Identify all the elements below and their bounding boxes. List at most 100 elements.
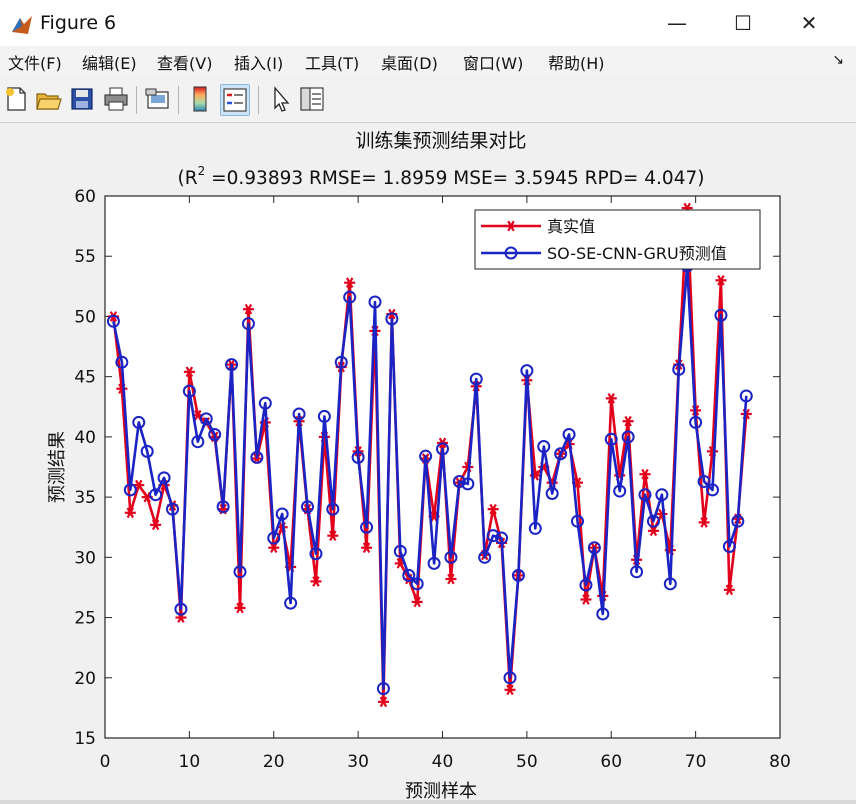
asterisk-marker <box>133 479 145 491</box>
legend[interactable]: 真实值 SO-SE-CNN-GRU预测值 <box>474 209 761 270</box>
asterisk-stroke <box>194 409 202 421</box>
circle-marker <box>604 432 618 446</box>
legend-label: 真实值 <box>547 217 595 236</box>
close-button[interactable]: ✕ <box>800 11 818 35</box>
circle-marker <box>452 474 466 488</box>
x-tick-label: 70 <box>685 752 707 772</box>
asterisk-marker <box>268 542 280 554</box>
circle-marker <box>275 507 289 521</box>
chart-svg: 训练集预测结果对比 (R2 =0.93893 RMSE= 1.8959 MSE=… <box>47 130 791 802</box>
circle-marker <box>419 449 433 463</box>
maximize-button[interactable]: ☐ <box>734 11 752 35</box>
pointer-icon[interactable] <box>266 84 294 114</box>
asterisk-stroke <box>507 220 515 232</box>
asterisk-stroke <box>329 530 337 541</box>
circle-marker <box>385 312 399 326</box>
circle-marker <box>199 412 213 426</box>
circle-marker <box>646 514 660 528</box>
circle-marker <box>520 364 534 378</box>
circle-marker <box>562 427 576 441</box>
circle-marker <box>655 488 669 502</box>
circle-marker <box>689 415 703 429</box>
x-axis-label: 预测样本 <box>405 781 477 800</box>
circle-marker <box>376 682 390 696</box>
asterisk-stroke <box>607 393 615 404</box>
asterisk-marker <box>445 573 457 585</box>
asterisk-stroke <box>143 491 151 503</box>
menu-help[interactable]: 帮助(H) <box>548 54 605 73</box>
circle-marker <box>663 577 677 591</box>
menu-edit[interactable]: 编辑(E) <box>82 54 137 73</box>
figure-toolbar <box>0 78 856 123</box>
figure-canvas: 训练集预测结果对比 (R2 =0.93893 RMSE= 1.8959 MSE=… <box>0 123 856 802</box>
x-tick-label: 60 <box>600 752 622 772</box>
y-tick-label: 30 <box>74 548 96 568</box>
circle-marker <box>208 427 222 441</box>
circle-marker <box>630 565 644 579</box>
y-tick-label: 25 <box>74 609 96 629</box>
print-icon[interactable] <box>102 84 130 114</box>
x-tick-label: 0 <box>100 752 111 772</box>
asterisk-stroke <box>151 519 160 531</box>
toolbar-separator <box>136 86 137 114</box>
asterisk-marker <box>234 602 246 614</box>
circle-marker <box>216 500 230 514</box>
minimize-button[interactable]: — <box>667 11 687 35</box>
asterisk-stroke <box>345 277 354 289</box>
save-icon[interactable] <box>68 84 96 114</box>
new-figure-icon[interactable] <box>2 84 30 114</box>
dock-arrow-icon[interactable]: ↘ <box>832 52 844 68</box>
circle-marker <box>587 541 601 555</box>
asterisk-marker <box>310 576 322 587</box>
menu-file[interactable]: 文件(F) <box>8 54 62 73</box>
circle-marker <box>191 435 205 449</box>
x-tick-label: 10 <box>179 752 201 772</box>
asterisk-stroke <box>582 594 590 605</box>
asterisk-stroke <box>185 366 194 378</box>
circle-marker <box>267 531 281 545</box>
circle-marker <box>554 447 568 461</box>
menu-window[interactable]: 窗口(W) <box>463 54 524 73</box>
series-layer <box>106 202 753 708</box>
menu-desktop[interactable]: 桌面(D) <box>381 54 438 73</box>
asterisk-marker <box>639 468 651 480</box>
plot-area <box>105 196 780 738</box>
asterisk-stroke <box>649 525 658 537</box>
menu-insert[interactable]: 插入(I) <box>234 54 284 73</box>
asterisk-stroke <box>236 602 244 614</box>
circle-marker <box>444 550 458 564</box>
chart-subtitle: (R2 =0.93893 RMSE= 1.8959 MSE= 3.5945 RP… <box>178 164 705 189</box>
chart-title: 训练集预测结果对比 <box>355 130 526 152</box>
circle-marker <box>461 477 475 491</box>
circle-marker <box>258 396 272 410</box>
asterisk-stroke <box>489 503 497 515</box>
circle-marker <box>309 547 323 561</box>
menu-tools[interactable]: 工具(T) <box>305 54 360 73</box>
menu-bar: 文件(F) 编辑(E) 查看(V) 插入(I) 工具(T) 桌面(D) 窗口(W… <box>0 46 856 76</box>
property-inspector-icon[interactable] <box>298 84 326 114</box>
y-tick-label: 15 <box>74 729 96 749</box>
toolbar-separator <box>178 86 179 114</box>
link-plot-icon[interactable] <box>144 84 172 114</box>
y-tick-label: 60 <box>74 187 96 207</box>
legend-icon[interactable] <box>220 84 250 116</box>
asterisk-stroke <box>717 274 725 286</box>
subtitle-superscript: 2 <box>198 164 206 178</box>
circle-marker <box>571 514 584 528</box>
asterisk-marker <box>622 415 634 427</box>
asterisk-marker <box>377 696 389 708</box>
circle-marker <box>722 539 736 553</box>
circle-marker <box>638 488 652 502</box>
circle-marker <box>166 502 179 516</box>
open-file-icon[interactable] <box>34 84 62 114</box>
y-axis-label: 预测结果 <box>47 431 68 503</box>
menu-view[interactable]: 查看(V) <box>157 54 213 73</box>
asterisk-stroke <box>641 468 649 480</box>
colorbar-icon[interactable] <box>186 84 214 114</box>
circle-marker <box>225 358 239 372</box>
asterisk-marker <box>411 596 423 608</box>
matlab-logo-icon <box>10 12 34 36</box>
asterisk-marker <box>715 274 727 286</box>
circle-marker <box>149 488 163 502</box>
axes: 0 10 20 30 40 50 60 70 80 15 20 25 30 35 40 45 50 55 60 <box>74 187 790 772</box>
